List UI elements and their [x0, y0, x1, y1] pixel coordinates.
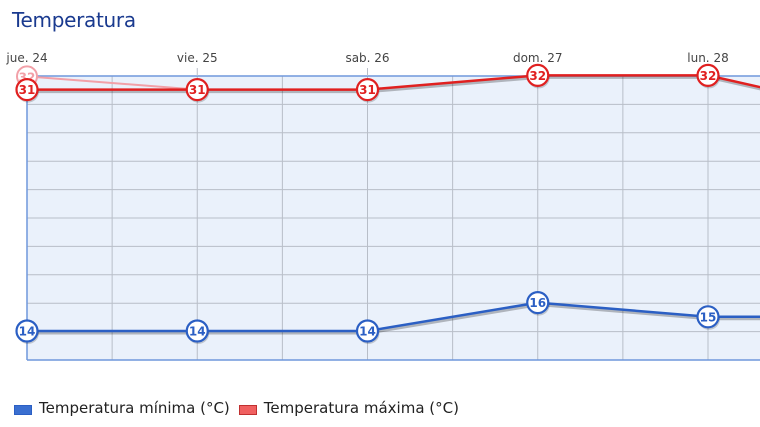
max-temp-line: [27, 74, 760, 91]
series-shadow: [28, 303, 760, 335]
data-label: 32: [700, 69, 717, 83]
data-label: 15: [700, 310, 717, 324]
x-tick-label: sab. 26: [345, 51, 389, 65]
min-temp-marker[interactable]: [185, 319, 209, 343]
chart-legend: Temperatura mínima (°C) Temperatura máxi…: [14, 399, 468, 417]
legend-swatch-min: [14, 404, 32, 415]
legend-swatch-max: [238, 404, 257, 415]
data-label: 14: [19, 325, 36, 339]
min-temp-marker[interactable]: [526, 291, 550, 315]
data-label: 31: [359, 83, 376, 97]
temperature-line-chart: jue. 24 vie. 25 sab. 26 dom. 27 lun. 28 32 14 1…: [5, 51, 760, 361]
max-temp-marker[interactable]: [185, 77, 209, 102]
min-temp-marker[interactable]: [696, 305, 720, 329]
data-label: 14: [189, 325, 206, 339]
max-temp-marker[interactable]: [15, 77, 39, 102]
x-tick-label: jue. 24: [5, 51, 47, 65]
data-label: 31: [189, 83, 206, 97]
min-temp-marker[interactable]: [15, 319, 39, 343]
x-tick-label: dom. 27: [513, 51, 563, 65]
series-shadow: [28, 75, 760, 94]
x-tick-label: vie. 25: [177, 51, 218, 65]
legend-label-min: Temperatura mínima (°C): [39, 399, 230, 417]
max-temp-marker[interactable]: [526, 63, 550, 88]
legend-item-max[interactable]: Temperatura máxima (°C): [238, 399, 459, 417]
max-temp-marker[interactable]: [696, 63, 720, 88]
data-label: 14: [359, 325, 376, 339]
data-label: 32: [529, 69, 546, 83]
x-tick-label: lun. 28: [687, 51, 728, 65]
ghost-line: [26, 75, 198, 91]
min-temp-marker[interactable]: [355, 319, 380, 343]
max-temp-marker[interactable]: [355, 77, 380, 102]
data-label: 16: [529, 296, 546, 310]
legend-item-min[interactable]: Temperatura mínima (°C): [14, 399, 230, 417]
chart-title: Temperatura: [12, 8, 136, 32]
legend-label-max: Temperatura máxima (°C): [263, 399, 459, 417]
data-label: 31: [19, 83, 36, 97]
min-temp-line: [27, 301, 760, 333]
